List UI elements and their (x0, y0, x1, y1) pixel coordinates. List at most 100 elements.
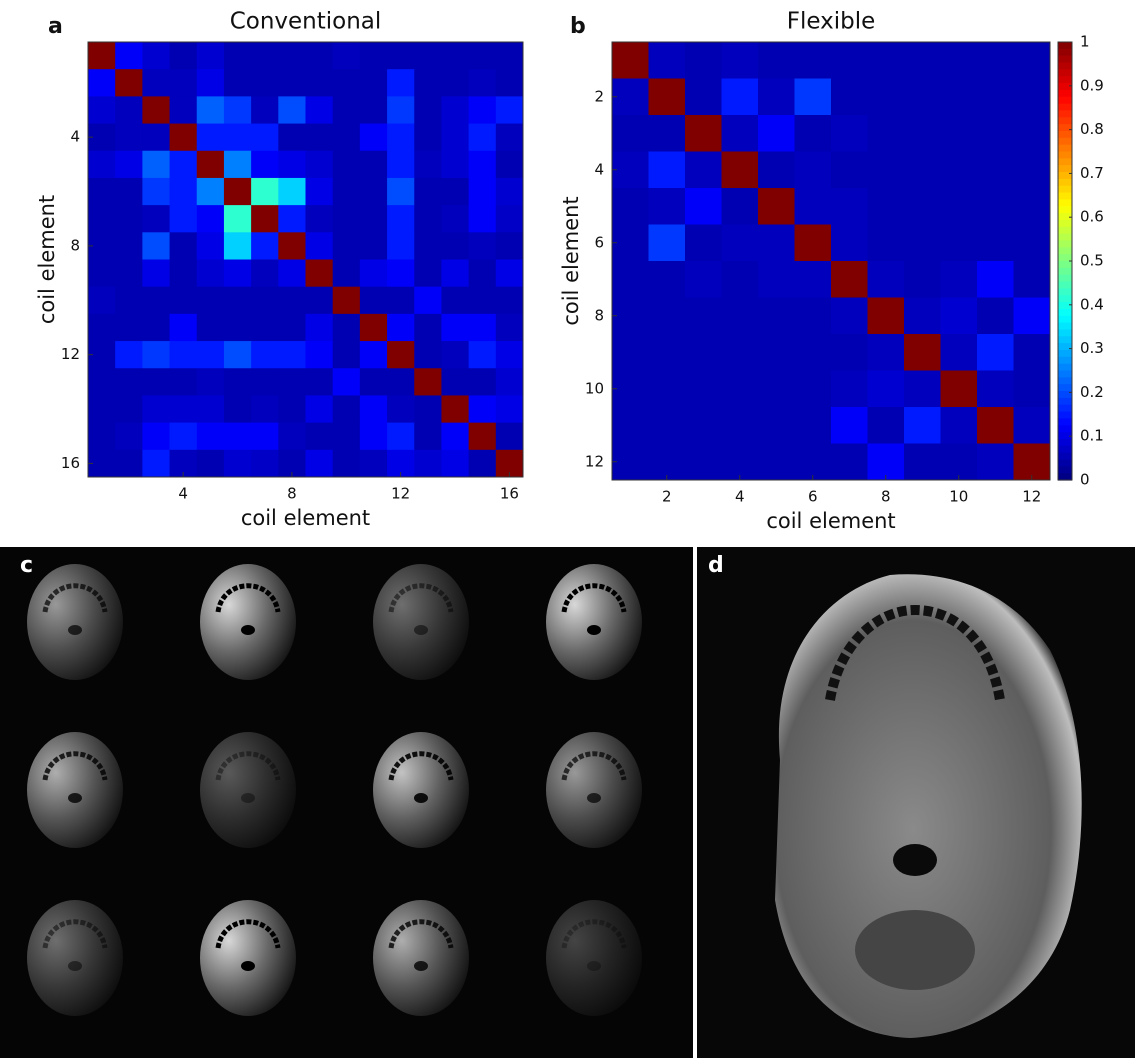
heatmap-cell (904, 261, 941, 298)
heatmap-cell (496, 42, 524, 70)
heatmap-cell (831, 225, 868, 262)
coil-image (546, 564, 642, 680)
heatmap-cell (88, 151, 116, 179)
colorbar-band (1058, 275, 1072, 282)
heatmap-cell (306, 314, 334, 342)
heatmap-cell (306, 287, 334, 315)
heatmap-cell (758, 407, 795, 444)
airway (893, 844, 937, 876)
colorbar-band (1058, 76, 1072, 83)
heatmap-cell (278, 96, 306, 124)
heatmap-cell (197, 124, 225, 152)
heatmap-cell (88, 205, 116, 233)
heatmap-cell (278, 205, 306, 233)
heatmap-cell (612, 334, 649, 371)
airway (414, 961, 428, 971)
heatmap-cell (469, 69, 497, 97)
heatmap-cell (414, 341, 442, 369)
heatmap-cell (977, 152, 1014, 189)
heatmap-cell (115, 260, 143, 288)
heatmap-cell (306, 42, 334, 70)
heatmap-cell (1014, 444, 1051, 481)
heatmap-cell (306, 395, 334, 423)
heatmap-cell (142, 178, 170, 206)
heatmap-cell (170, 178, 198, 206)
colorbar-band (1058, 158, 1072, 165)
colorbar-band (1058, 302, 1072, 309)
heatmap-cell (758, 261, 795, 298)
heatmap-cell (251, 124, 279, 152)
heatmap-cell (1014, 115, 1051, 152)
colorbar-band (1058, 186, 1072, 193)
heatmap-cell (142, 96, 170, 124)
coil-image (200, 900, 296, 1016)
heatmap-cell (941, 79, 978, 116)
heatmap-cell (197, 205, 225, 233)
heatmap-cell (142, 69, 170, 97)
heatmap-cell (197, 341, 225, 369)
colorbar-band (1058, 384, 1072, 391)
colorbar-band (1058, 323, 1072, 330)
heatmap-cell (251, 314, 279, 342)
heatmap-cell (387, 314, 415, 342)
heatmap-cell (333, 341, 361, 369)
heatmap-cell (360, 395, 388, 423)
heatmap-cell (685, 225, 722, 262)
heatmap-cell (469, 232, 497, 260)
heatmap-cell (977, 42, 1014, 79)
y-tick-label: 6 (594, 233, 604, 251)
y-axis-label: coil element (559, 196, 583, 325)
heatmap-cell (612, 444, 649, 481)
heatmap-cell (414, 232, 442, 260)
heatmap-cell (333, 124, 361, 152)
coil-image (546, 900, 642, 1016)
heatmap-cell (278, 151, 306, 179)
heatmap-cell (649, 188, 686, 225)
colorbar-band (1058, 240, 1072, 247)
heatmap-cell (414, 395, 442, 423)
heatmap-cell (612, 152, 649, 189)
colorbar-band (1058, 49, 1072, 56)
heatmap-cell (469, 341, 497, 369)
heatmap-cell (360, 205, 388, 233)
heatmap-cell (88, 423, 116, 451)
heatmap-cell (387, 232, 415, 260)
colorbar-band (1058, 446, 1072, 453)
heatmap-cell (496, 96, 524, 124)
heatmap-cell (414, 368, 442, 396)
heatmap-cell (904, 152, 941, 189)
heatmap-cell (649, 298, 686, 335)
heatmap-cell (649, 152, 686, 189)
heatmap-cell (441, 260, 469, 288)
heatmap-cell (142, 260, 170, 288)
heatmap-cell (469, 395, 497, 423)
heatmap-cell (142, 314, 170, 342)
heatmap-cell (360, 124, 388, 152)
heatmap-cell (306, 151, 334, 179)
colorbar-band (1058, 377, 1072, 384)
heatmap-cell (306, 450, 334, 478)
heatmap-cell (904, 444, 941, 481)
heatmap-cell (306, 368, 334, 396)
airway (241, 625, 255, 635)
heatmap-cell (469, 287, 497, 315)
colorbar-tick-label: 0.4 (1080, 295, 1104, 313)
airway (587, 793, 601, 803)
heatmap-cell (414, 178, 442, 206)
heatmap-cell (306, 178, 334, 206)
heatmap-cell (831, 152, 868, 189)
heatmap-cell (197, 287, 225, 315)
heatmap-cell (88, 287, 116, 315)
heatmap-cell (88, 314, 116, 342)
heatmap-cell (1014, 407, 1051, 444)
heatmap-cell (1014, 298, 1051, 335)
heatmap-cell (441, 205, 469, 233)
heatmap-cell (170, 423, 198, 451)
heatmap-cell (387, 124, 415, 152)
heatmap-cell (333, 178, 361, 206)
colorbar-band (1058, 90, 1072, 97)
colorbar-band (1058, 110, 1072, 117)
heatmap-cell (414, 151, 442, 179)
heatmap-cell (441, 232, 469, 260)
heatmap-cell (278, 368, 306, 396)
